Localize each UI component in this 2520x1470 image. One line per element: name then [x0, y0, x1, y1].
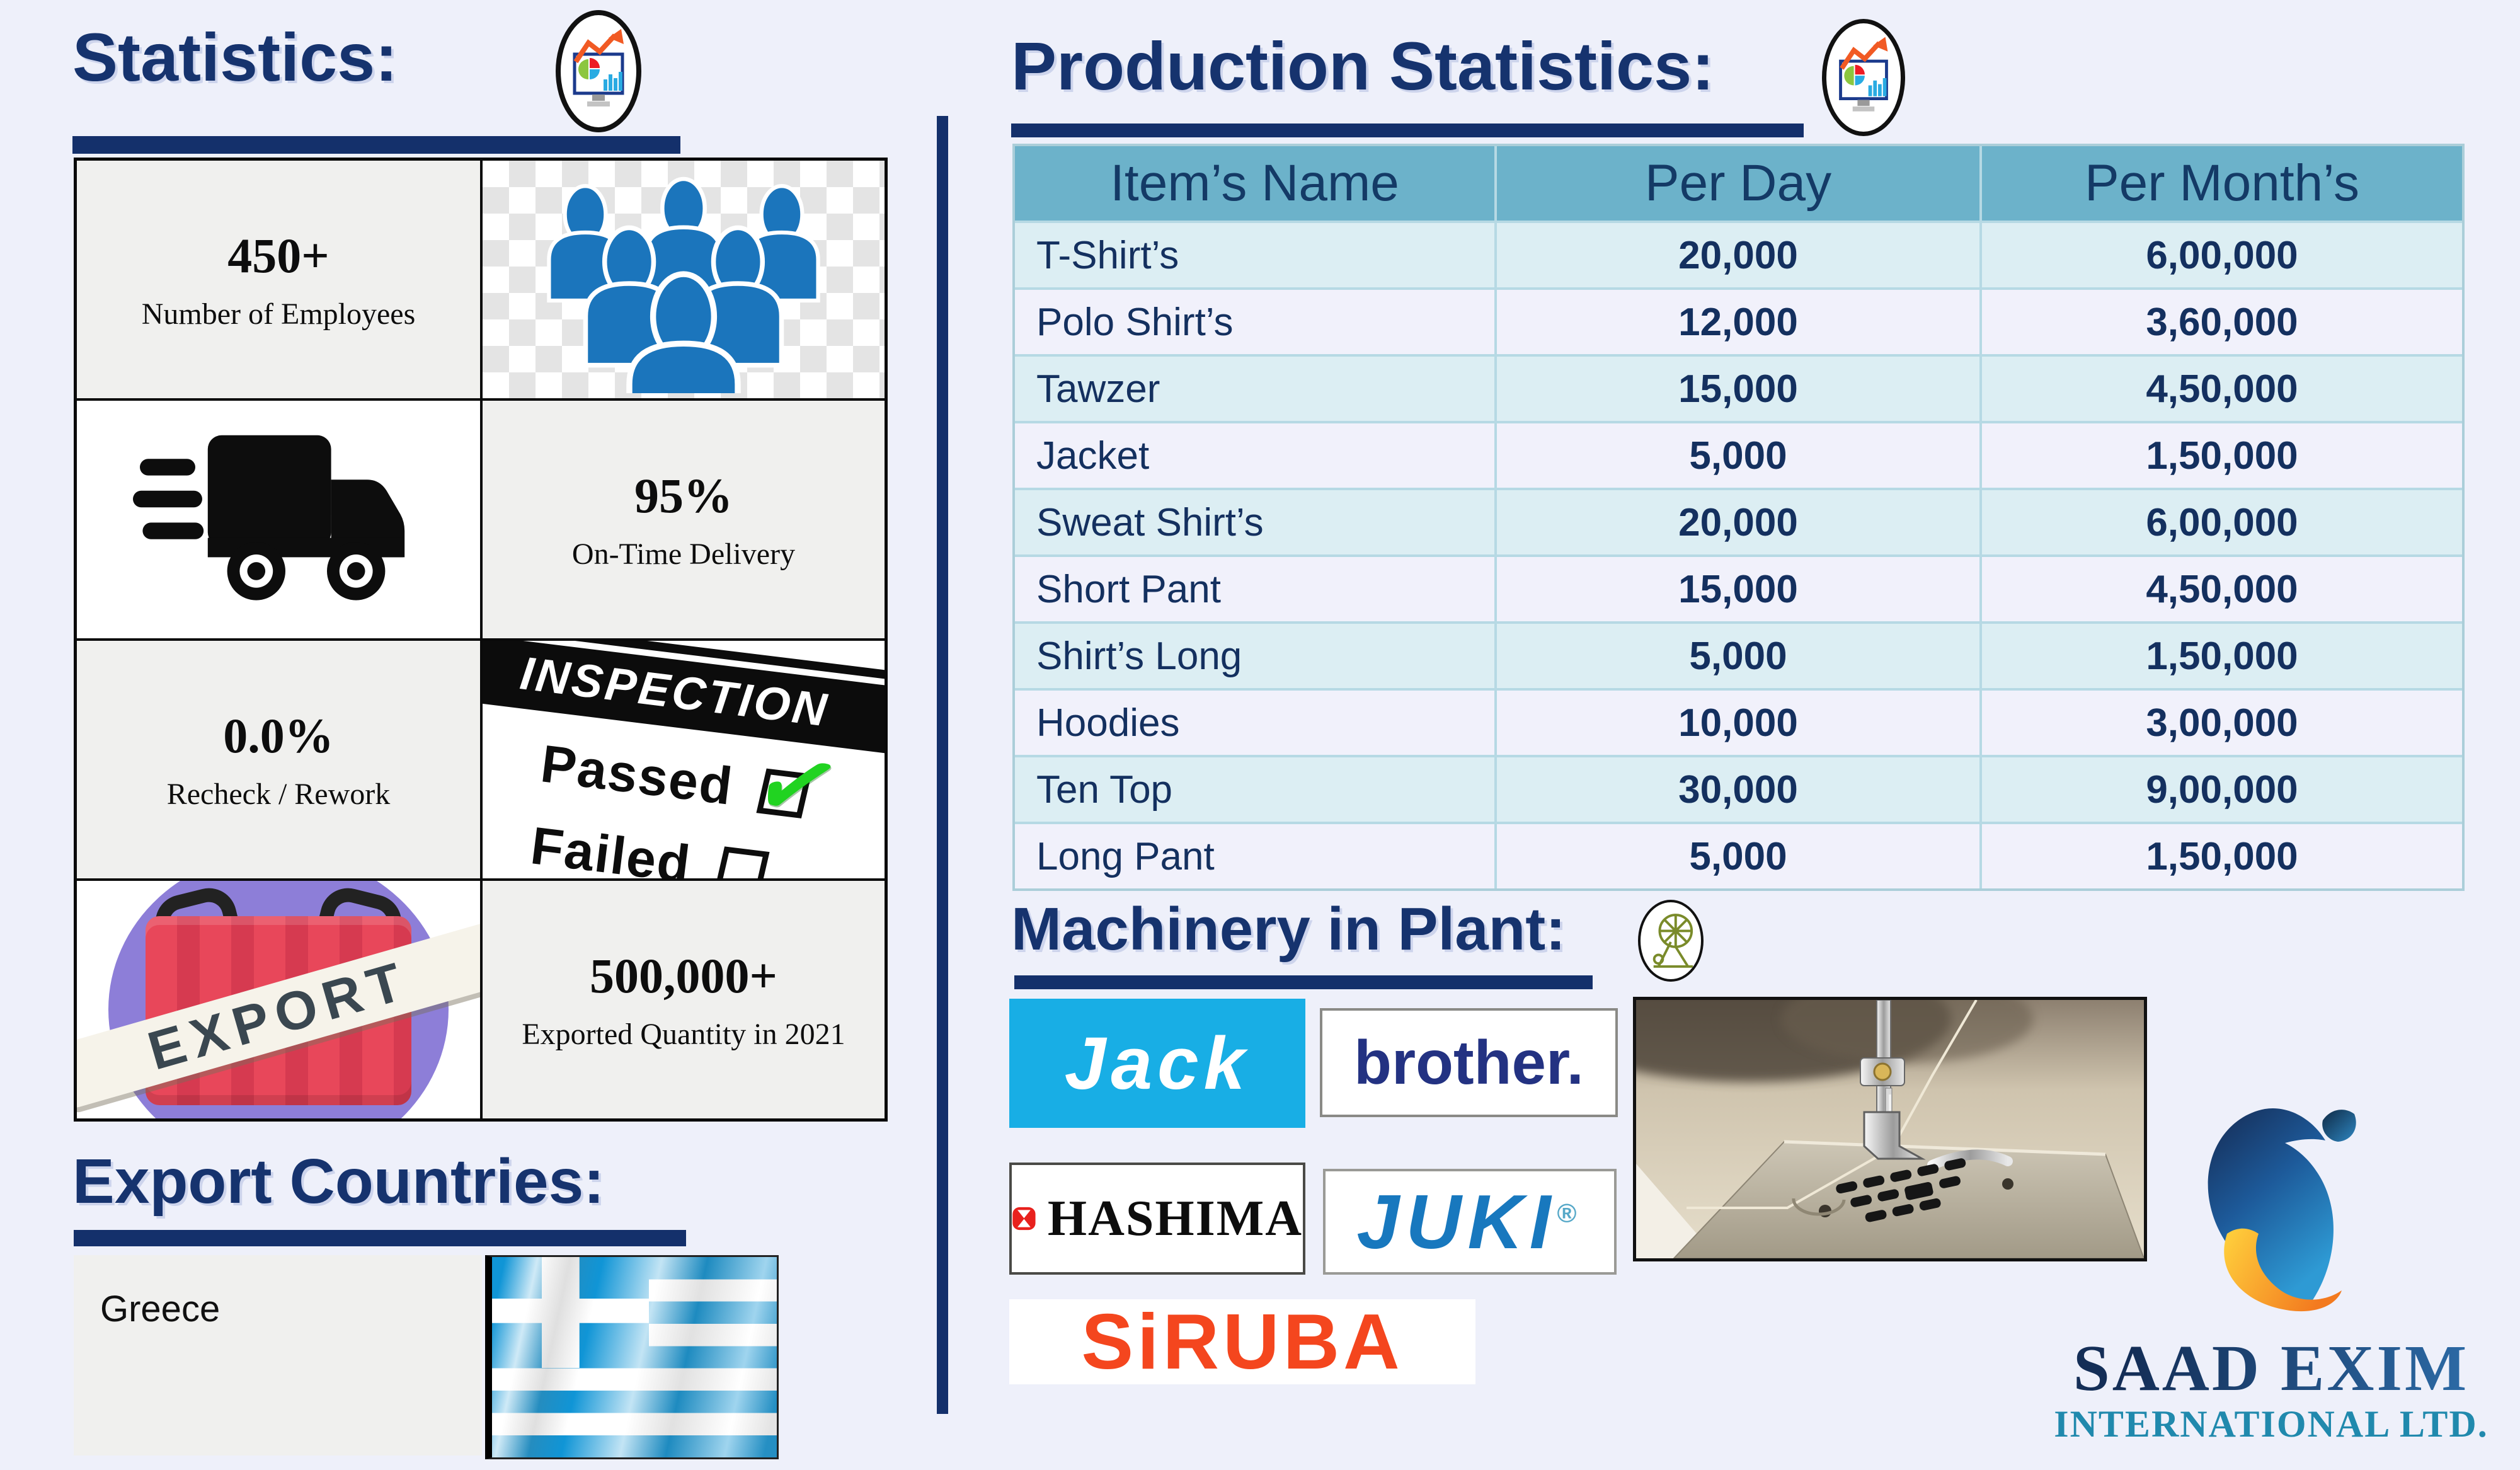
table-cell: Hoodies [1015, 691, 1494, 755]
stat-exported-cell: 500,000+ Exported Quantity in 2021 [483, 881, 885, 1118]
country-name: Greece [100, 1289, 220, 1329]
table-cell: Shirt’s Long [1015, 624, 1494, 688]
table-cell: T-Shirt’s [1015, 223, 1494, 287]
table-cell: 15,000 [1497, 557, 1979, 621]
table-cell: Jacket [1015, 423, 1494, 488]
table-cell: Short Pant [1015, 557, 1494, 621]
employees-image-cell [483, 161, 885, 398]
failed-label: Failed [527, 815, 694, 878]
table-cell: Ten Top [1015, 757, 1494, 822]
table-cell: 6,00,000 [1982, 223, 2462, 287]
stat-employees-cell: 450+ Number of Employees [77, 161, 480, 398]
table-cell: 10,000 [1497, 691, 1979, 755]
hashima-mark-icon [1012, 1207, 1036, 1231]
siruba-logo-text: SiRUBA [1081, 1298, 1404, 1386]
statistics-chart-icon [556, 10, 641, 132]
hashima-logo-text: HASHIMA [1047, 1190, 1303, 1246]
saad-exim-mark [2208, 1108, 2356, 1312]
sewing-machine-illustration [1636, 1000, 2144, 1258]
section-divider [937, 116, 948, 1414]
table-cell: 4,50,000 [1982, 557, 2462, 621]
jack-logo-text: Jack [1064, 1021, 1251, 1105]
stat-delivery-value: 95% [634, 468, 733, 523]
table-cell: 5,000 [1497, 624, 1979, 688]
spinning-wheel-icon [1638, 900, 1704, 982]
production-statistics-underline [1011, 123, 1804, 137]
table-cell: 30,000 [1497, 757, 1979, 822]
country-list-box: Greece [74, 1255, 482, 1456]
export-image-cell: EXPORT [77, 881, 480, 1118]
stat-delivery-cell: 95% On-Time Delivery [483, 401, 885, 638]
stat-rework-label: Recheck / Rework [166, 778, 391, 811]
table-cell: 1,50,000 [1982, 824, 2462, 888]
failed-checkbox [714, 846, 770, 878]
statistics-title: Statistics: [72, 19, 398, 95]
inspection-image-cell: INSPECTION Passed ✓ Failed [483, 641, 885, 878]
brother-logo-text: brother. [1354, 1028, 1584, 1097]
passed-checkbox: ✓ [741, 725, 856, 846]
table-cell: 9,00,000 [1982, 757, 2462, 822]
statistics-grid: 450+ Number of Employees [74, 158, 888, 1122]
table-cell: 6,00,000 [1982, 490, 2462, 554]
table-cell: 5,000 [1497, 824, 1979, 888]
machinery-underline [1014, 975, 1593, 989]
stat-exported-label: Exported Quantity in 2021 [522, 1018, 845, 1051]
export-countries-underline [74, 1230, 686, 1246]
stat-rework-value: 0.0% [223, 708, 334, 763]
table-cell: 20,000 [1497, 223, 1979, 287]
spinning-wheel-glyph [1652, 914, 1693, 968]
brand-logo-brother: brother. [1320, 1008, 1618, 1117]
table-cell: 3,60,000 [1982, 290, 2462, 354]
chart-monitor-icon [573, 29, 624, 106]
brand-logo-juki: JUKI® [1323, 1169, 1617, 1275]
sewing-machine-photo [1633, 997, 2147, 1261]
brand-logo-jack: Jack [1009, 999, 1305, 1128]
registered-mark-icon: ® [1557, 1198, 1583, 1228]
company-subtitle: INTERNATIONAL LTD. [2054, 1403, 2488, 1445]
greece-flag [485, 1255, 779, 1459]
production-statistics-title: Production Statistics: [1011, 28, 1715, 104]
delivery-image-cell [77, 401, 480, 638]
table-cell: 4,50,000 [1982, 357, 2462, 421]
table-cell: 1,50,000 [1982, 624, 2462, 688]
table-cell: Tawzer [1015, 357, 1494, 421]
machinery-title: Machinery in Plant: [1011, 895, 1566, 963]
export-countries-title: Export Countries: [72, 1146, 605, 1217]
stat-delivery-label: On-Time Delivery [571, 537, 796, 571]
stat-employees-value: 450+ [227, 228, 329, 283]
brand-logo-siruba: SiRUBA [1009, 1298, 1475, 1386]
production-chart-icon [1822, 19, 1905, 136]
col-header-per-day: Per Day [1497, 146, 1979, 221]
people-group-icon [547, 176, 820, 393]
table-cell: 5,000 [1497, 423, 1979, 488]
stat-rework-cell: 0.0% Recheck / Rework [77, 641, 480, 878]
company-name: SAAD EXIM [2044, 1331, 2498, 1406]
brand-logo-hashima: HASHIMA [1009, 1163, 1305, 1275]
saad-exim-logo-icon [2177, 1101, 2366, 1335]
table-cell: 1,50,000 [1982, 423, 2462, 488]
table-cell: 20,000 [1497, 490, 1979, 554]
delivery-truck-icon [133, 435, 405, 600]
table-cell: Sweat Shirt’s [1015, 490, 1494, 554]
inspection-graphic: INSPECTION Passed ✓ Failed [483, 641, 885, 878]
chart-monitor-icon [1839, 37, 1888, 112]
stat-exported-value: 500,000+ [590, 948, 777, 1003]
greece-flag-sheen [492, 1257, 777, 1457]
col-header-item: Item’s Name [1015, 146, 1494, 221]
table-cell: 12,000 [1497, 290, 1979, 354]
table-cell: 3,00,000 [1982, 691, 2462, 755]
green-check-icon: ✓ [740, 724, 856, 846]
passed-label: Passed [537, 733, 736, 816]
statistics-underline [72, 136, 680, 154]
table-cell: 15,000 [1497, 357, 1979, 421]
table-cell: Polo Shirt’s [1015, 290, 1494, 354]
col-header-per-month: Per Month’s [1982, 146, 2462, 221]
production-table: Item’s Name Per Day Per Month’s T-Shirt’… [1012, 144, 2465, 891]
table-cell: Long Pant [1015, 824, 1494, 888]
juki-logo-text: JUKI® [1356, 1179, 1583, 1265]
stat-employees-label: Number of Employees [141, 297, 416, 331]
